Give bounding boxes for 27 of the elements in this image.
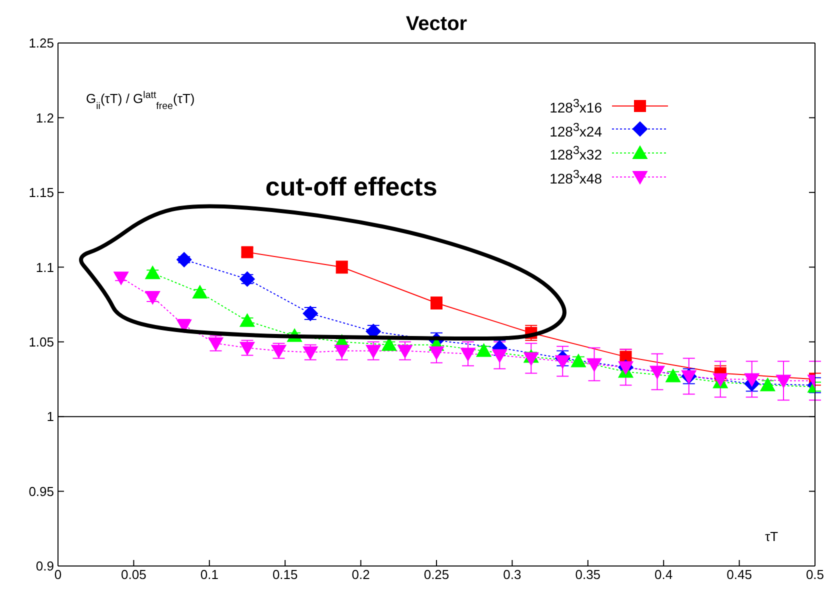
y-tick-label: 0.9 [36,558,54,574]
legend-label: 128$^{3}$x48 [550,166,602,189]
x-axis-title: τT [765,529,778,544]
x-tick-label: 0.45 [726,567,752,582]
y-tick-label: 1.2 [36,110,54,126]
x-tick-label: 0.5 [806,567,824,582]
x-tick-label: 0.05 [121,567,146,582]
legend-label: 128$^{3}$x24 [550,120,602,142]
chart-title: Vector [406,13,468,35]
x-tick-label: 0.4 [654,567,673,582]
legend-label: 128$^{3}$x32 [550,143,602,165]
annotation: cut-off effects [265,171,438,202]
y-tick-label: 1.25 [28,36,54,51]
x-tick-label: 0.2 [352,567,370,582]
x-tick-label: 0.25 [424,567,450,582]
y-tick-label: 1 [46,409,54,424]
x-tick-label: 0.15 [272,567,298,582]
y-tick-label: 0.95 [28,484,54,499]
x-tick-label: 0 [54,567,62,582]
y-tick-label: 1.05 [28,334,54,350]
y-axis-title: G$_{ii}$(τT) / G$^{latt}$$_{free}$(τT) [86,90,195,112]
y-tick-label: 1.1 [36,260,54,275]
x-tick-label: 0.35 [575,567,601,582]
y-tick-label: 1.15 [28,185,54,200]
x-tick-label: 0.1 [200,567,218,582]
legend-label: 128$^{3}$x16 [550,96,602,118]
x-tick-label: 0.3 [503,567,522,582]
